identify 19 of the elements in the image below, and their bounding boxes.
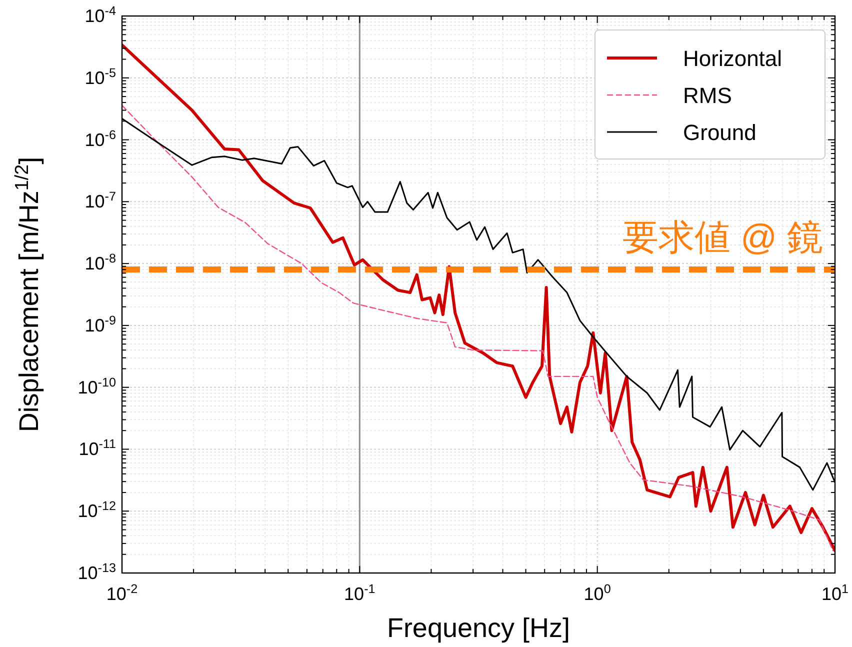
ref-line-label: 要求値 @ 鏡 <box>622 216 823 258</box>
y-tick-label: 10$^{-9}$ <box>84 313 116 336</box>
y-tick-label: 10$^{-11}$ <box>78 437 116 460</box>
y-tick-label: 10$^{-12}$ <box>78 499 116 522</box>
y-tick-label: 10$^{-10}$ <box>78 375 116 398</box>
x-tick-label: 10$^{1}$ <box>821 582 849 604</box>
y-tick-label: 10$^{-13}$ <box>78 561 116 583</box>
y-tick-label: 10$^{-4}$ <box>84 4 116 26</box>
y-tick-label: 10$^{-6}$ <box>84 128 116 150</box>
y-tick-label: 10$^{-8}$ <box>84 252 116 274</box>
x-tick-label: 10$^{0}$ <box>584 582 611 604</box>
legend-label: RMS <box>683 83 732 108</box>
y-tick-label: 10$^{-7}$ <box>84 190 116 212</box>
y-tick-label: 10$^{-5}$ <box>84 66 116 88</box>
x-tick-label: 10$^{-1}$ <box>344 582 376 604</box>
legend-label: Ground <box>683 120 756 145</box>
x-axis-title: Frequency [Hz] <box>386 613 570 643</box>
legend-label: Horizontal <box>683 46 782 71</box>
x-tick-label: 10$^{-2}$ <box>106 582 138 604</box>
